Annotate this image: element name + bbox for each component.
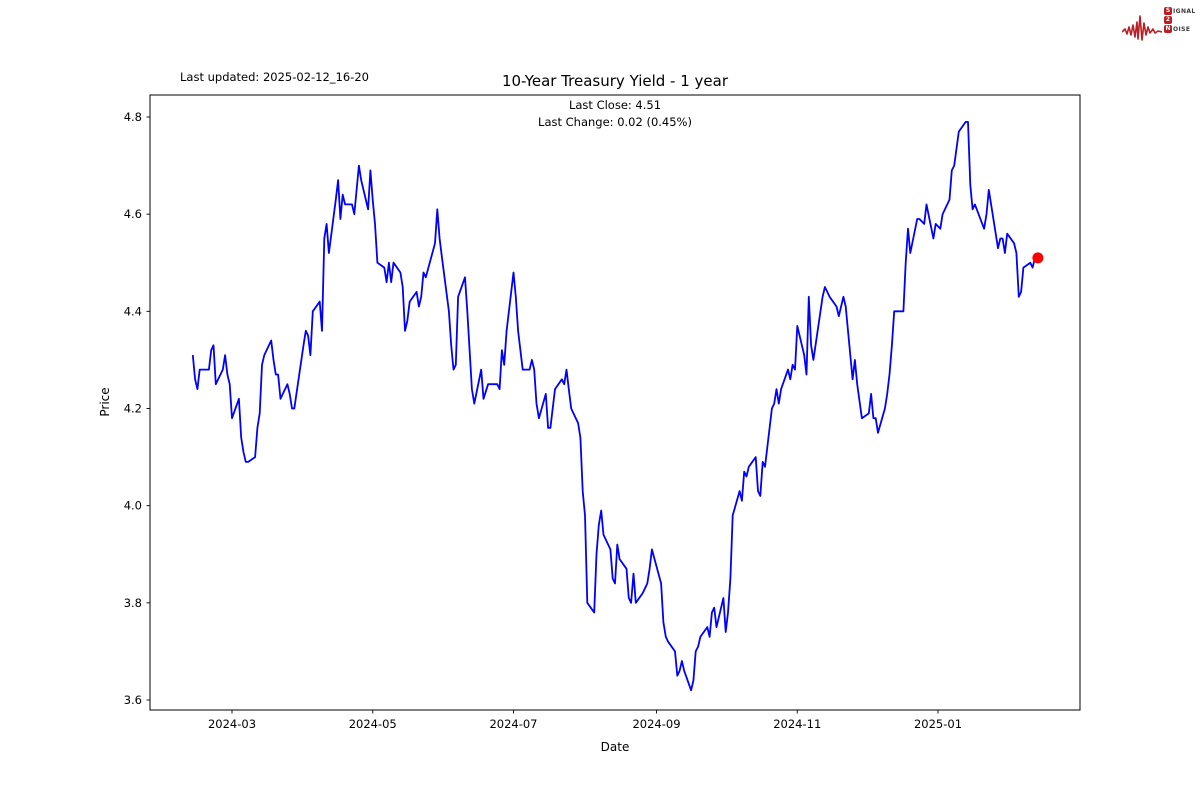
logo-row-2: 2 [1164, 16, 1196, 24]
chart-title: 10-Year Treasury Yield - 1 year [501, 72, 729, 90]
logo-text: S IGNAL 2 N OISE [1164, 7, 1196, 33]
logo-initial-s: S [1164, 7, 1172, 15]
waveform-icon [1122, 15, 1162, 41]
y-tick-label: 4.2 [124, 401, 142, 415]
y-tick-label: 3.6 [124, 693, 142, 707]
y-tick-label: 4.8 [124, 110, 142, 124]
plot-border [149, 94, 1081, 711]
y-tick-label: 4.6 [124, 207, 142, 221]
x-tick-label: 2024-03 [208, 717, 256, 731]
logo-initial-n: N [1164, 25, 1172, 33]
y-tick-label: 4.4 [124, 304, 142, 318]
yield-line [191, 121, 1036, 692]
logo-row-noise: N OISE [1164, 25, 1191, 33]
logo-row-signal: S IGNAL [1164, 7, 1196, 15]
last-point-marker [1032, 252, 1044, 264]
signal2noise-logo: S IGNAL 2 N OISE [1122, 4, 1196, 48]
x-tick-label: 2024-09 [632, 717, 680, 731]
y-tick-label: 4.0 [124, 499, 142, 513]
x-tick-label: 2024-05 [349, 717, 397, 731]
x-tick-label: 2025-01 [914, 717, 962, 731]
last-updated-text: Last updated: 2025-02-12_16-20 [180, 70, 369, 84]
y-tick-label: 3.8 [124, 596, 142, 610]
x-tick-label: 2024-07 [489, 717, 537, 731]
x-tick-label: 2024-11 [773, 717, 821, 731]
last-close-text: Last Close: 4.51 [568, 98, 662, 112]
logo-initial-2: 2 [1164, 16, 1172, 24]
last-change-text: Last Change: 0.02 (0.45%) [538, 115, 692, 129]
y-axis-label: Price [98, 387, 112, 417]
x-axis-label: Date [600, 740, 630, 754]
